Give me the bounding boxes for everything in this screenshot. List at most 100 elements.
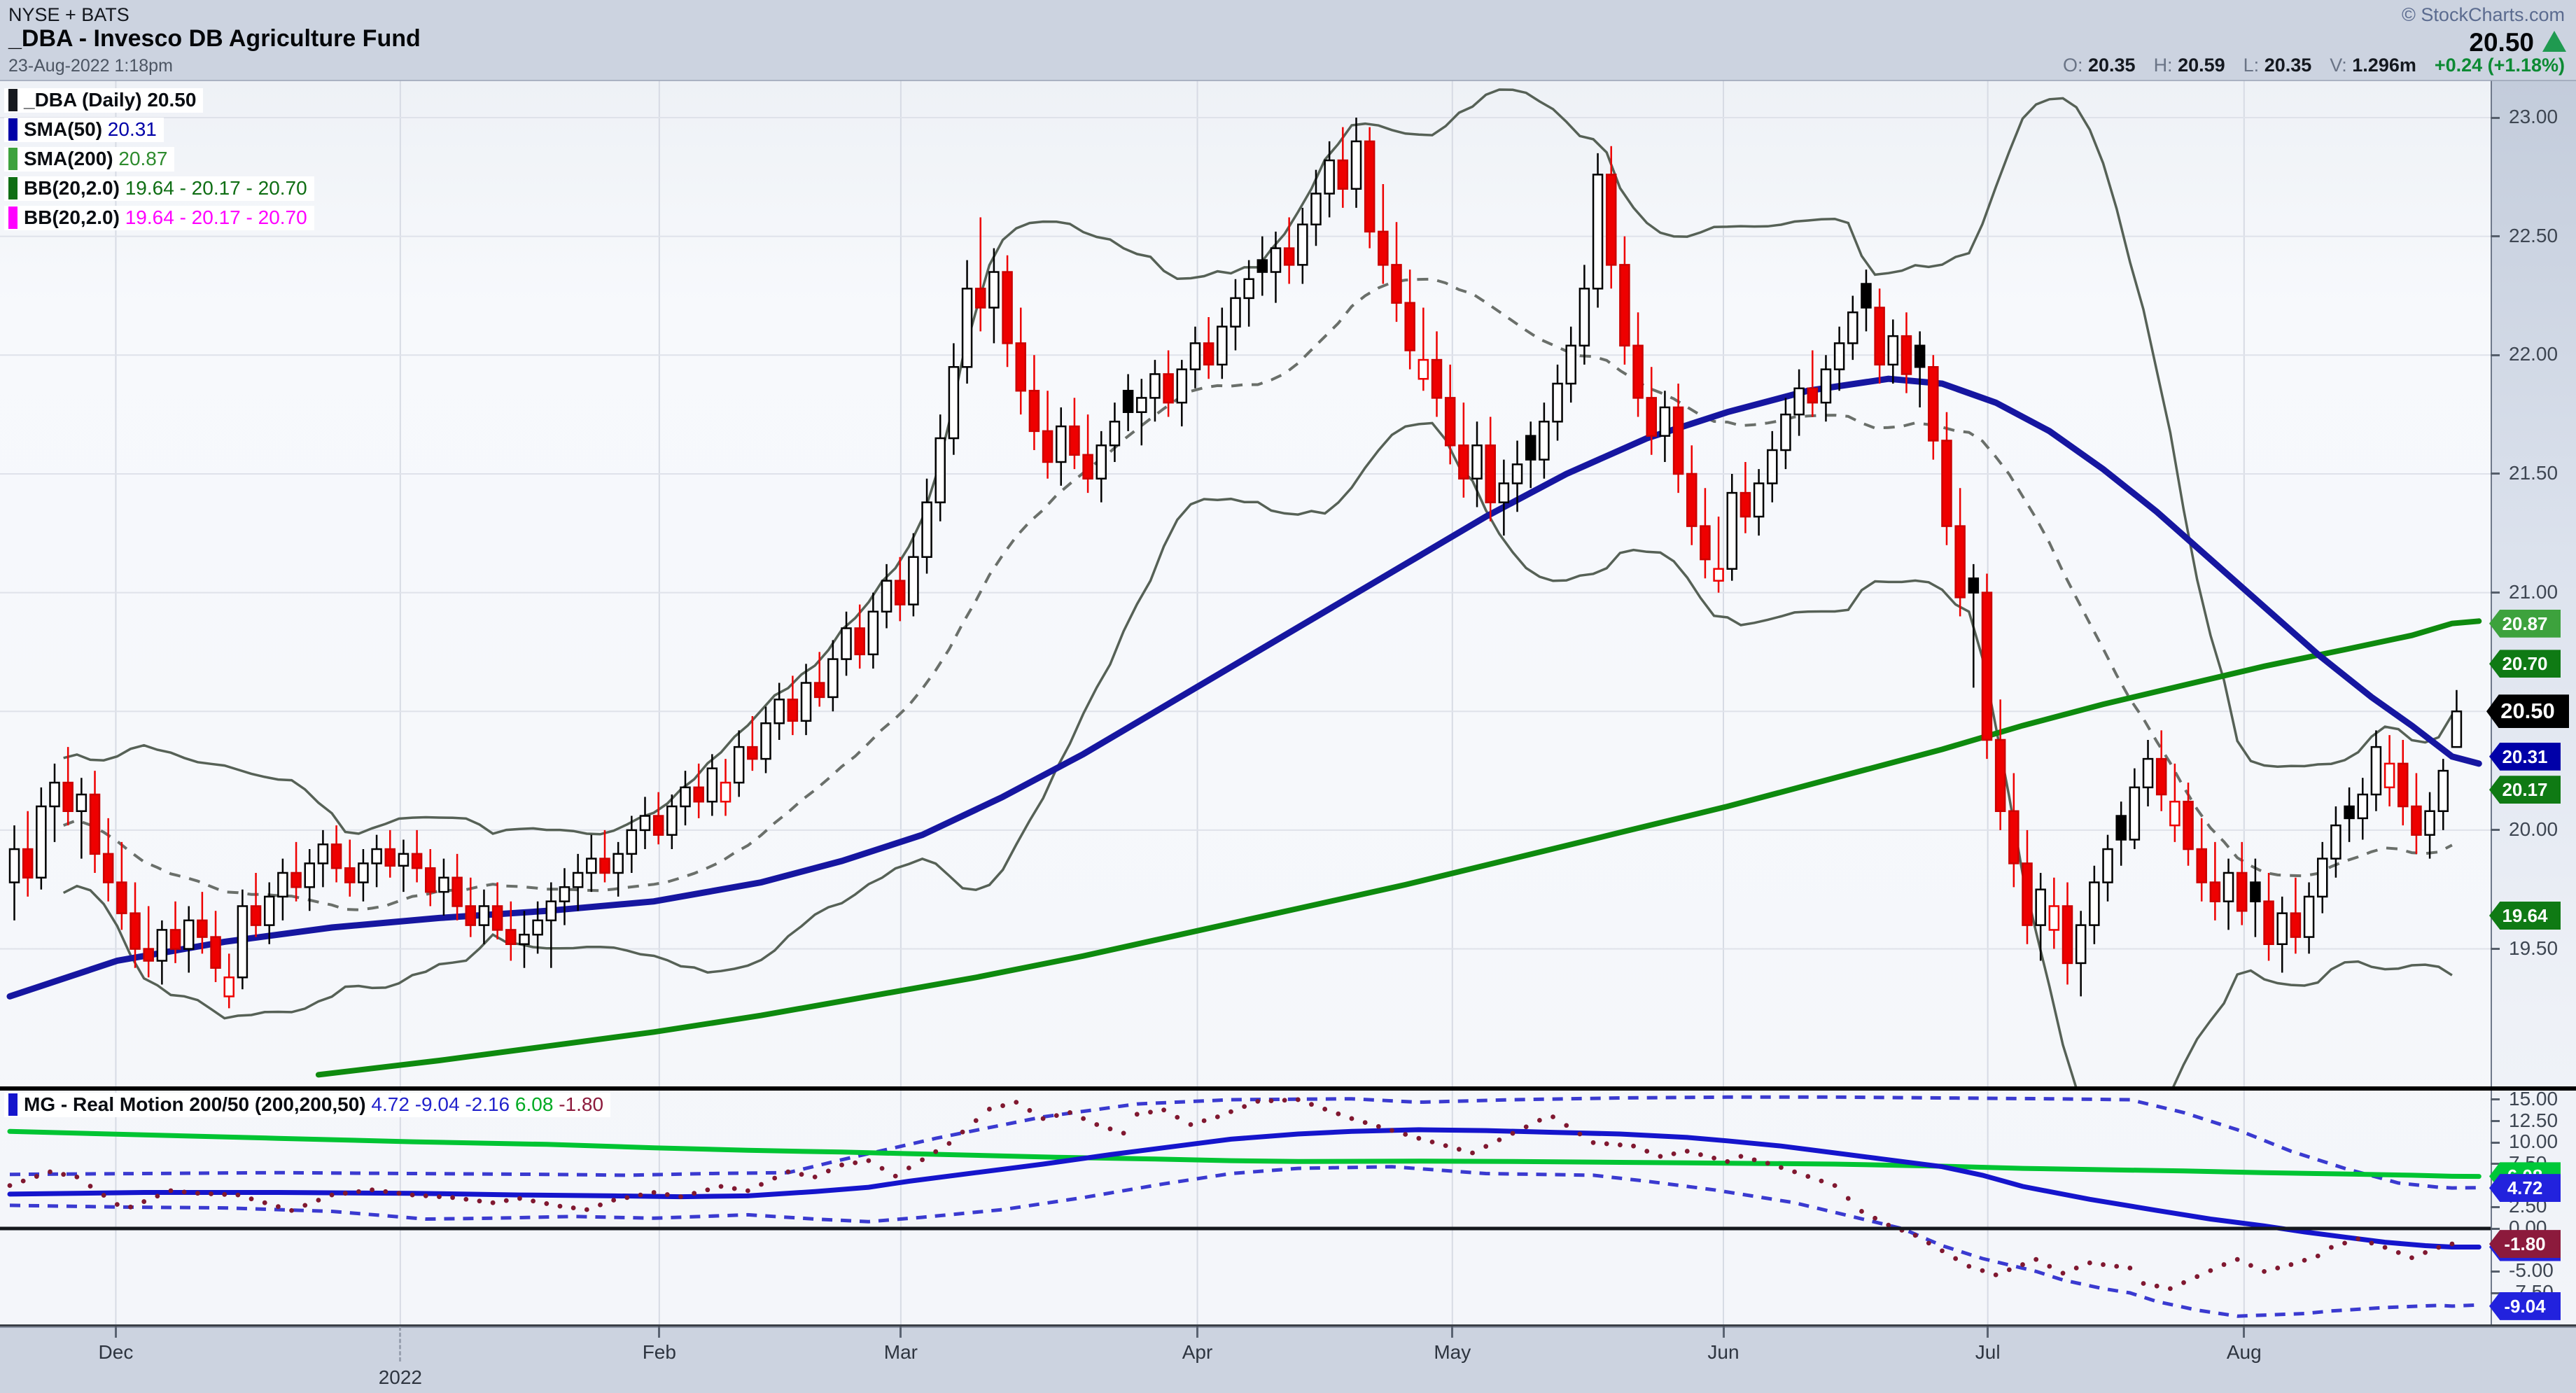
year-tick [399, 1326, 402, 1362]
main-legend: _DBA (Daily) 20.50 SMA(50) 20.31 SMA(200) … [4, 88, 314, 235]
legend-swatch-icon [8, 206, 18, 229]
legend-label: _DBA (Daily) [24, 89, 148, 111]
price-tick-mark [2491, 472, 2500, 475]
date-axis-strip [0, 1326, 2576, 1393]
price-tick-mark [2491, 829, 2500, 832]
quote-row: O: 20.35 H: 20.59 L: 20.35 V: 1.296m +0.24 (… [2063, 55, 2565, 76]
price-badge-4.72: 4.72 [2489, 1174, 2561, 1203]
indicator-tick-mark [2491, 1098, 2500, 1101]
indicator-tick-mark [2491, 1205, 2500, 1208]
month-tick [1196, 1326, 1199, 1338]
month-tick [1722, 1326, 1725, 1338]
legend-row: SMA(200) 20.87 [4, 147, 314, 172]
month-label-Mar: Mar [883, 1341, 918, 1363]
price-badge-20.50: 20.50 [2486, 694, 2569, 729]
price-tick-label: 21.00 [2509, 580, 2558, 603]
legend-value: 20.87 [118, 148, 168, 169]
quote-value: 1.296m [2352, 55, 2416, 76]
price-badge--1.80: -1.80 [2489, 1230, 2561, 1259]
price-tick-mark [2491, 116, 2500, 119]
quote-label: H: [2153, 55, 2178, 76]
month-label-Aug: Aug [2226, 1341, 2262, 1363]
exchange-label: NYSE + BATS [8, 4, 130, 25]
quote-value: 20.35 [2087, 55, 2136, 76]
quote-value: 20.35 [2264, 55, 2312, 76]
price-badge-20.70: 20.70 [2489, 650, 2561, 678]
indicator-tick-label: -5.00 [2509, 1259, 2554, 1282]
month-label-Jun: Jun [1707, 1341, 1740, 1363]
legend-label: BB(20,2.0) [24, 177, 125, 199]
legend-value: 19.64 - 20.17 - 20.70 [125, 206, 307, 228]
indicator-tick-mark [2491, 1120, 2500, 1123]
indicator-legend-value: 4.72 [371, 1093, 415, 1115]
legend-swatch-icon [8, 177, 18, 200]
quote-label: O: [2062, 55, 2088, 76]
price-tick-mark [2491, 592, 2500, 594]
indicator-tick-label: 10.00 [2509, 1130, 2558, 1153]
month-label-Apr: Apr [1182, 1341, 1213, 1363]
price-tick-mark [2491, 948, 2500, 951]
legend-swatch-icon [8, 1093, 18, 1116]
month-tick [1987, 1326, 1989, 1338]
price-badge-20.87: 20.87 [2489, 609, 2561, 638]
indicator-tick-label: 15.00 [2509, 1087, 2558, 1110]
indicator-legend-label: MG - Real Motion 200/50 (200,200,50) [24, 1093, 372, 1115]
indicator-legend: MG - Real Motion 200/50 (200,200,50) 4.7… [4, 1093, 611, 1122]
month-label-Dec: Dec [98, 1341, 134, 1363]
page-title: _DBA - Invesco DB Agriculture Fund [8, 25, 421, 52]
price-badge--9.04: -9.04 [2489, 1292, 2561, 1320]
month-label-Jul: Jul [1975, 1341, 2001, 1363]
up-triangle-icon [2542, 31, 2566, 52]
month-tick [114, 1326, 117, 1338]
quote-label: L: [2243, 55, 2264, 76]
year-label: 2022 [378, 1366, 422, 1388]
month-tick [658, 1326, 661, 1338]
indicator-legend-value: -1.80 [559, 1093, 604, 1115]
indicator-tick-mark [2491, 1292, 2500, 1294]
month-label-Feb: Feb [642, 1341, 676, 1363]
legend-chip: _DBA (Daily) 20.50 [4, 88, 204, 113]
price-tick-mark [2491, 354, 2500, 356]
timestamp: 23-Aug-2022 1:18pm [8, 56, 173, 76]
indicator-tick-mark [2491, 1270, 2500, 1273]
month-tick [1451, 1326, 1454, 1338]
month-tick [899, 1326, 902, 1338]
legend-value: 20.50 [147, 89, 197, 111]
price-tick-label: 22.50 [2509, 224, 2558, 246]
indicator-legend-row: MG - Real Motion 200/50 (200,200,50) 4.7… [4, 1093, 611, 1117]
change-value: +0.24 (+1.18%) [2434, 55, 2565, 76]
legend-row: BB(20,2.0) 19.64 - 20.17 - 20.70 [4, 176, 314, 201]
legend-value: 19.64 - 20.17 - 20.70 [125, 177, 307, 199]
legend-row: _DBA (Daily) 20.50 [4, 88, 314, 113]
legend-swatch-icon [8, 148, 18, 170]
legend-chip: SMA(50) 20.31 [4, 118, 164, 142]
quote-label: V: [2330, 55, 2353, 76]
legend-chip: MG - Real Motion 200/50 (200,200,50) 4.7… [4, 1093, 611, 1117]
legend-row: BB(20,2.0) 19.64 - 20.17 - 20.70 [4, 206, 314, 230]
price-badge-20.31: 20.31 [2489, 742, 2561, 771]
indicator-legend-value: -9.04 [414, 1093, 465, 1115]
legend-label: SMA(200) [24, 148, 119, 169]
legend-value: 20.31 [107, 118, 157, 140]
price-tick-label: 23.00 [2509, 106, 2558, 127]
indicator-tick-mark [2491, 1141, 2500, 1144]
quote-value: 20.59 [2178, 55, 2225, 76]
last-price: 20.50 [2469, 28, 2534, 57]
legend-swatch-icon [8, 118, 18, 141]
price-tick-label: 21.50 [2509, 461, 2558, 484]
month-label-May: May [1434, 1341, 1471, 1363]
price-tick-label: 22.00 [2509, 343, 2558, 365]
indicator-legend-value: 6.08 [514, 1093, 559, 1115]
month-tick [2243, 1326, 2246, 1338]
price-tick-mark [2491, 235, 2500, 238]
indicator-tick-mark [2491, 1163, 2500, 1166]
copyright: © StockCharts.com [2402, 4, 2565, 25]
legend-chip: BB(20,2.0) 19.64 - 20.17 - 20.70 [4, 176, 314, 201]
price-badge-20.17: 20.17 [2489, 776, 2561, 804]
price-badge-19.64: 19.64 [2489, 902, 2561, 930]
price-tick-label: 19.50 [2509, 937, 2558, 959]
indicator-tick-label: 12.50 [2509, 1109, 2558, 1131]
indicator-legend-value: -2.16 [465, 1093, 515, 1115]
